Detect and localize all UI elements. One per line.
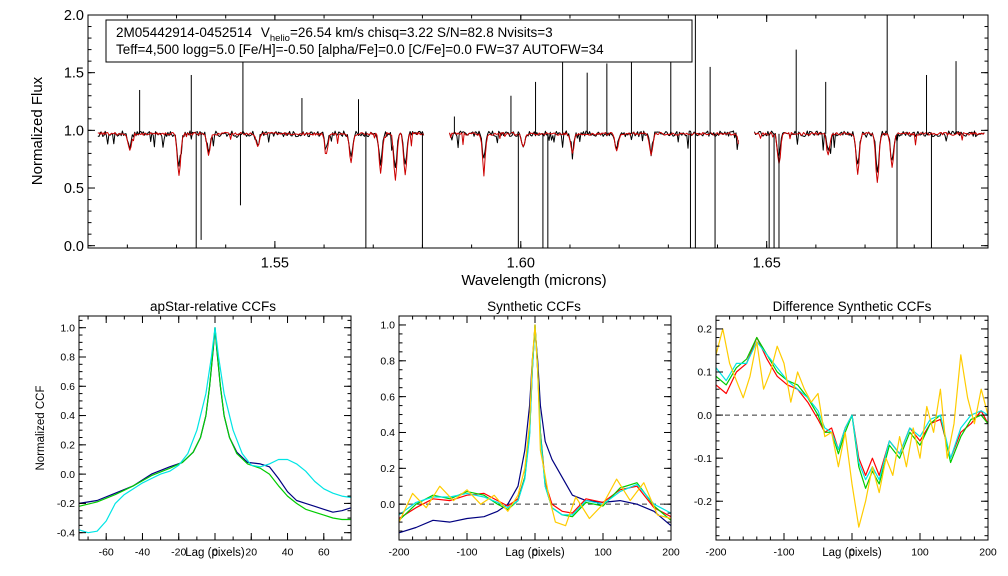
synthetic-ccf-xtick-label: 200 bbox=[662, 547, 680, 559]
difference-ccf-data-layer bbox=[715, 328, 989, 528]
spectrum-xtick-label: 1.60 bbox=[507, 256, 535, 272]
annotation-box: 2M05442914-0452514 Vhelio=26.54 km/s chis… bbox=[105, 19, 693, 63]
apstar-ccf-xtick-label: 20 bbox=[245, 547, 257, 559]
difference-ccf-xtick-label: 100 bbox=[911, 547, 929, 559]
apstar-ccf-series-visit-2 bbox=[78, 327, 352, 534]
difference-ccf-title: Difference Synthetic CCFs bbox=[773, 299, 932, 314]
annotation-line1: 2M05442914-0452514 Vhelio=26.54 km/s chis… bbox=[116, 25, 553, 44]
difference-ccf-ytick-label: 0.2 bbox=[697, 324, 712, 336]
synthetic-ccf-series-visit-2 bbox=[398, 324, 672, 521]
synthetic-ccf-data-layer bbox=[398, 324, 672, 534]
synthetic-ccf-ytick-label: 0.4 bbox=[380, 427, 395, 439]
synthetic-ccf-xtick-label: 0 bbox=[532, 547, 538, 559]
spectrum-frame bbox=[87, 14, 989, 249]
difference-ccf-panel: Difference Synthetic CCFs -200 -100 0 100 20… bbox=[694, 299, 997, 559]
synthetic-ccf-series-visit-4 bbox=[398, 324, 672, 527]
apstar-ccf-axes: -60 -40 -20 0 20 40 60 -0.4 -0.2 0.0 0.2 0.4 0.6 0.8 1… bbox=[57, 316, 351, 559]
synthetic-ccf-series-visit-1 bbox=[398, 324, 672, 520]
apstar-ccf-ytick-label: -0.4 bbox=[57, 527, 75, 539]
apstar-ccf-ytick-label: 0.4 bbox=[60, 410, 75, 422]
spectrum-ytick-label: 0.0 bbox=[64, 239, 84, 255]
synthetic-ccf-ytick-label: 0.8 bbox=[380, 355, 395, 367]
synthetic-ccf-frame bbox=[398, 315, 672, 541]
synthetic-ccf-xtick-label: -200 bbox=[388, 547, 409, 559]
difference-ccf-ytick-label: -0.1 bbox=[694, 453, 712, 465]
synthetic-ccf-title: Synthetic CCFs bbox=[487, 299, 581, 314]
apstar-ccf-xtick-label: -20 bbox=[171, 547, 186, 559]
annotation-v-value: =26.54 km/s chisq=3.22 S/N=82.8 Nvisits=… bbox=[290, 25, 553, 40]
apstar-ccf-xtick-label: 40 bbox=[282, 547, 294, 559]
spectrum-observed-chip-2 bbox=[449, 130, 739, 160]
synthetic-ccf-xtick-label: -100 bbox=[456, 547, 477, 559]
apstar-ccf-series-combined bbox=[78, 327, 352, 513]
spectrum-xlabel: Wavelength (microns) bbox=[461, 272, 606, 289]
spectrum-panel: 1.55 1.60 1.65 0.0 0.5 1.0 1.5 2.0 Wavelength (… bbox=[29, 8, 989, 289]
synthetic-ccf-ytick-label: 1.0 bbox=[380, 320, 395, 332]
apstar-ccf-xtick-label: -40 bbox=[135, 547, 150, 559]
annotation-v-subscript: helio bbox=[270, 33, 290, 44]
spectrum-model-chip-3 bbox=[754, 131, 985, 183]
spectrum-ytick-label: 1.0 bbox=[64, 123, 84, 139]
difference-ccf-ytick-label: 0.1 bbox=[697, 367, 712, 379]
spectrum-data-layer bbox=[97, 15, 985, 248]
synthetic-ccf-panel: Synthetic CCFs -200 -100 0 100 200 0.0 0.2 0.4 0… bbox=[380, 299, 680, 559]
difference-ccf-xtick-label: 0 bbox=[849, 547, 855, 559]
synthetic-ccf-xtick-label: 100 bbox=[594, 547, 612, 559]
annotation-frame bbox=[105, 19, 693, 63]
difference-ccf-series-visit-3 bbox=[715, 341, 989, 481]
difference-ccf-frame bbox=[715, 315, 989, 541]
annotation-star-id: 2M05442914-0452514 bbox=[116, 25, 252, 40]
apstar-ccf-xlabel: Lag (pixels) bbox=[185, 547, 245, 559]
apstar-ccf-ytick-label: 0.0 bbox=[60, 469, 75, 481]
apstar-ccf-ytick-label: 0.2 bbox=[60, 440, 75, 452]
apstar-ccf-data-layer bbox=[78, 327, 352, 534]
spectrum-ytick-label: 2.0 bbox=[64, 8, 84, 24]
difference-ccf-series-visit-4 bbox=[715, 328, 989, 528]
apstar-ccf-xtick-label: 0 bbox=[212, 547, 218, 559]
synthetic-ccf-ytick-label: 0.2 bbox=[380, 463, 395, 475]
spectrum-axes: 1.55 1.60 1.65 0.0 0.5 1.0 1.5 2.0 bbox=[64, 8, 988, 272]
spectrum-model-chip-1 bbox=[97, 131, 425, 181]
difference-ccf-ytick-label: -0.2 bbox=[694, 496, 712, 508]
annotation-v-symbol: V bbox=[261, 25, 270, 40]
apstar-ccf-series-visit-1 bbox=[78, 327, 351, 521]
synthetic-ccf-xlabel: Lag (pixels) bbox=[505, 547, 565, 559]
apstar-ccf-ytick-label: 0.6 bbox=[60, 381, 75, 393]
synthetic-ccf-series-combined bbox=[398, 327, 672, 534]
apstar-ccf-ytick-label: 1.0 bbox=[60, 322, 75, 334]
spectrum-xtick-label: 1.65 bbox=[753, 256, 781, 272]
difference-ccf-xlabel: Lag (pixels) bbox=[822, 547, 882, 559]
annotation-line2: Teff=4,500 logg=5.0 [Fe/H]=-0.50 [alpha/… bbox=[116, 42, 604, 57]
difference-ccf-series-visit-2 bbox=[715, 336, 989, 489]
synthetic-ccf-ytick-label: 0.6 bbox=[380, 391, 395, 403]
apstar-ccf-ytick-label: 0.8 bbox=[60, 352, 75, 364]
apstar-ccf-xtick-label: -60 bbox=[99, 547, 114, 559]
spectrum-observed-chip-3 bbox=[753, 130, 985, 173]
difference-ccf-xtick-label: -200 bbox=[705, 547, 726, 559]
difference-ccf-ytick-label: 0.0 bbox=[697, 410, 712, 422]
apstar-ccf-ylabel: Normalized CCF bbox=[35, 386, 47, 471]
apstar-ccf-panel: apStar-relative CCFs -60 -40 -20 0 20 40 60 -0.… bbox=[35, 299, 352, 559]
difference-ccf-xtick-label: -100 bbox=[773, 547, 794, 559]
difference-ccf-axes: -200 -100 0 100 200 -0.2 -0.1 0.0 0.1 0.2 bbox=[694, 316, 997, 559]
apstar-ccf-ytick-label: -0.2 bbox=[57, 498, 75, 510]
spectrum-ytick-label: 0.5 bbox=[64, 181, 84, 197]
apstar-ccf-xtick-label: 60 bbox=[318, 547, 330, 559]
synthetic-ccf-ytick-label: 0.0 bbox=[380, 499, 395, 511]
spectrum-ylabel: Normalized Flux bbox=[29, 76, 46, 185]
apstar-ccf-frame bbox=[78, 315, 352, 541]
spectrum-xtick-label: 1.55 bbox=[261, 256, 289, 272]
apstar-ccf-title: apStar-relative CCFs bbox=[150, 299, 276, 314]
synthetic-ccf-axes: -200 -100 0 100 200 0.0 0.2 0.4 0.6 0.8 1.0 bbox=[380, 315, 680, 559]
difference-ccf-xtick-label: 200 bbox=[979, 547, 997, 559]
spectrum-ytick-label: 1.5 bbox=[64, 66, 84, 82]
